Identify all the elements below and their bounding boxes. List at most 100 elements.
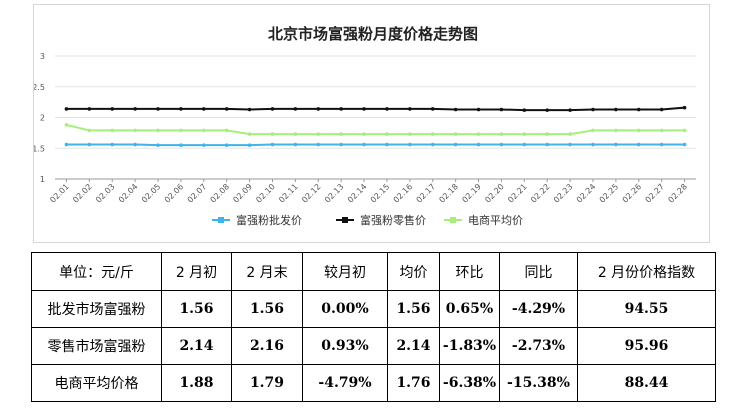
x-tick-label: 02.06 <box>163 182 186 205</box>
x-tick-label: 02.25 <box>598 182 621 205</box>
data-point <box>568 108 572 112</box>
data-point <box>659 107 664 112</box>
data-point <box>499 142 504 147</box>
legend-marker <box>450 217 456 223</box>
data-point <box>224 143 229 147</box>
data-point <box>659 128 664 133</box>
table-cell: -2.73% <box>499 327 578 365</box>
data-point <box>545 142 549 147</box>
price-summary-table: 单位：元/斤 2 月初 2 月末 较月初 均价 环比 同比 2 月份价格指数 批发市场富强粉 1.… <box>31 252 716 402</box>
column-header: 2 月初 <box>161 252 232 291</box>
data-point <box>636 107 641 112</box>
y-tick-label: 2 <box>40 114 45 123</box>
column-header: 单位：元/斤 <box>31 252 162 291</box>
legend-label: 电商平均价 <box>468 213 523 227</box>
data-point <box>87 107 92 111</box>
data-point <box>545 108 549 112</box>
table-cell: 0.93% <box>302 327 388 365</box>
data-point <box>591 128 595 133</box>
data-point <box>202 143 206 147</box>
data-point <box>224 128 229 133</box>
x-tick-label: 02.13 <box>323 182 346 205</box>
row-label: 批发市场富强粉 <box>31 290 162 328</box>
data-point <box>293 107 298 111</box>
data-point <box>179 128 183 133</box>
table-cell: 0.65% <box>439 290 500 328</box>
data-point <box>408 107 412 111</box>
data-point <box>568 142 572 147</box>
x-tick-label: 02.14 <box>346 182 369 205</box>
data-point <box>385 132 389 136</box>
data-point <box>430 142 435 147</box>
data-point <box>293 142 298 147</box>
data-point <box>156 107 160 111</box>
series-line <box>66 123 685 136</box>
data-point <box>476 142 481 147</box>
data-point <box>614 142 618 147</box>
row-label: 电商平均价格 <box>31 364 162 402</box>
data-point <box>636 142 641 147</box>
data-point <box>591 107 595 112</box>
data-point <box>202 128 206 133</box>
data-point <box>133 142 137 147</box>
data-point <box>362 132 366 136</box>
column-header: 均价 <box>387 252 440 291</box>
data-point <box>339 142 343 147</box>
data-point <box>385 107 389 111</box>
data-point <box>408 142 412 147</box>
x-tick-label: 02.18 <box>437 182 460 205</box>
y-tick-label: 2.5 <box>34 83 45 92</box>
y-axis-ticks: 1 1.5 2 2.5 3 <box>34 52 45 184</box>
data-point <box>133 128 137 133</box>
x-tick-label: 02.08 <box>209 182 232 205</box>
table-cell: -4.79% <box>302 364 388 402</box>
data-point <box>64 123 69 127</box>
table-cell: 2.14 <box>161 327 232 365</box>
series-line <box>66 106 685 112</box>
table-cell: 1.88 <box>161 364 232 402</box>
data-point <box>453 132 458 136</box>
data-point <box>522 132 527 136</box>
data-point <box>247 143 252 147</box>
y-tick-label: 1.5 <box>34 144 45 153</box>
table-cell: 1.56 <box>231 290 303 328</box>
legend-label: 富强粉批发价 <box>236 213 302 227</box>
chart-frame: 北京市场富强粉月度价格走势图 1 1.5 2 2.5 3 02.01 02.02 02.03… <box>33 4 710 243</box>
data-point <box>110 142 115 147</box>
data-point <box>133 107 137 111</box>
legend-marker <box>342 217 348 223</box>
data-point <box>64 142 69 147</box>
row-label: 零售市场富强粉 <box>31 327 162 365</box>
table-cell: -15.38% <box>499 364 578 402</box>
x-tick-label: 02.21 <box>506 182 529 205</box>
data-point <box>636 128 641 133</box>
data-point <box>179 107 183 111</box>
table-row: 电商平均价格 1.88 1.79 -4.79% 1.76 -6.38% -15.38% 88.… <box>31 364 716 402</box>
data-point <box>156 143 160 147</box>
data-point <box>110 128 115 133</box>
data-point <box>339 132 343 136</box>
table-row: 零售市场富强粉 2.14 2.16 0.93% 2.14 -1.83% -2.73% 95.9… <box>31 327 716 365</box>
data-point <box>316 132 321 136</box>
legend-label: 富强粉零售价 <box>360 213 426 227</box>
x-tick-label: 02.19 <box>460 182 483 205</box>
series-lines <box>64 105 687 147</box>
data-point <box>156 128 160 133</box>
table-cell: 0.00% <box>302 290 388 328</box>
data-point <box>270 107 275 111</box>
x-tick-label: 02.09 <box>231 182 254 205</box>
x-tick-label: 02.20 <box>483 182 506 205</box>
data-point <box>385 142 389 147</box>
table-row: 批发市场富强粉 1.56 1.56 0.00% 1.56 0.65% -4.29% 94.55 <box>31 290 716 328</box>
x-tick-label: 02.05 <box>140 182 163 205</box>
data-point <box>408 132 412 136</box>
chart-title: 北京市场富强粉月度价格走势图 <box>268 25 478 43</box>
x-axis-ticks: 02.01 02.02 02.03 02.04 02.05 02.06 02.07 02.08… <box>48 179 689 205</box>
data-point <box>499 132 504 136</box>
x-tick-label: 02.16 <box>392 182 415 205</box>
x-tick-label: 02.15 <box>369 182 392 205</box>
series-line <box>66 143 685 147</box>
table-cell: 1.79 <box>231 364 303 402</box>
data-point <box>362 107 366 111</box>
column-header: 2 月份价格指数 <box>577 252 716 291</box>
